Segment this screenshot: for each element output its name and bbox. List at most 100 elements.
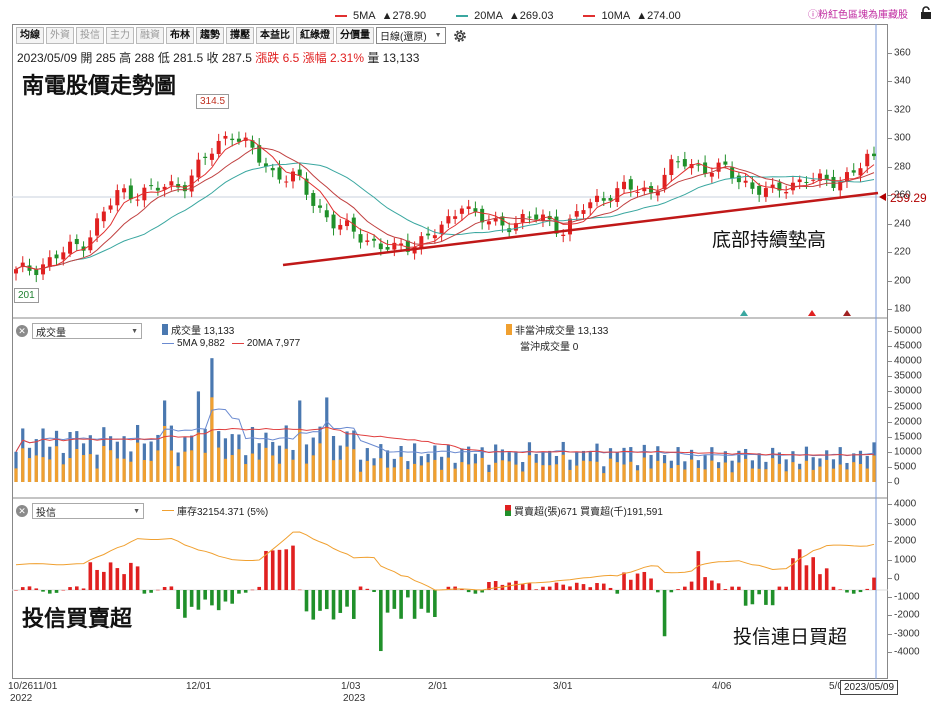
inst-tick-label: 4000 [894,498,917,510]
period-select-value: 日線(還原) [380,32,427,43]
volume-tick-label: 35000 [894,370,922,382]
cursor-date: 2023/05/09 [840,680,899,695]
indicator-button[interactable]: 分價量 [336,27,374,44]
indicator-button[interactable]: 布林 [166,27,194,44]
ohlc-info: 2023/05/09 開 285 高 288 低 281.5 收 287.5 漲… [17,49,419,66]
indicator-buttons: 均線 外資 投信 主力 融資 布林 趨勢 撐壓 本益比 紅綠燈 分價量 [16,27,374,44]
price-tick-label: 180 [894,303,911,315]
volume-ma20-text: 20MA 7,977 [246,338,301,349]
date-tick-label: 4/06 [712,681,732,692]
chart-frame [12,24,888,679]
chevron-down-icon: ▼ [434,32,442,39]
info-high: 高 288 [119,51,155,65]
volume-tick-label: 50000 [894,325,922,337]
inst-note: 投信連日買超 [733,627,848,648]
inst-chart-title: 投信買賣超 [22,606,133,631]
indicator-button[interactable]: 紅綠燈 [296,27,334,44]
price-tick [888,252,892,254]
price-tick [888,81,892,83]
volume-ma5-swatch [162,343,174,344]
price-tick-label: 260 [894,189,911,201]
indicator-button[interactable]: 本益比 [256,27,294,44]
price-axis: 360 340 320 300 280 260 240 220 200 180 [888,0,936,707]
date-tick-label: 12/01 [186,681,212,692]
volume-tick [888,436,892,438]
info-volume: 量 13,133 [367,51,420,65]
price-tick-label: 320 [894,104,911,116]
volume-legend: 成交量 13,133 [162,322,234,337]
lock-icon[interactable] [920,6,932,20]
indicator-button[interactable]: 主力 [106,27,134,44]
inst-tick-label: -4000 [894,646,920,658]
ma5-legend: 5MA ▲278.90 [335,10,426,22]
inst-tick-label: -3000 [894,628,920,639]
indicator-button[interactable]: 撐壓 [226,27,254,44]
info-pct: 漲幅 2.31% [302,51,364,65]
ma5-label: 5MA [353,10,376,22]
period-select[interactable]: 日線(還原) ▼ [376,27,446,44]
inst-tick-label: -1000 [894,591,920,602]
net-buy-legend: 買賣超(張)671 買賣超(千)191,591 [505,503,663,518]
treasury-stock-note[interactable]: ⓘ粉紅色區塊為庫藏股 [808,10,908,21]
volume-ma20-swatch [231,343,244,344]
price-tick-label: 300 [894,132,911,144]
volume-axis: 50000 45000 40000 35000 30000 25000 20000 15000… [888,0,936,707]
inst-tick [888,504,892,505]
price-tick-label: 220 [894,246,911,258]
ma20-label: 20MA [474,10,503,22]
price-tick [888,223,892,225]
indicator-toolbar: 均線 外資 投信 主力 融資 布林 趨勢 撐壓 本益比 紅綠燈 分價量 日線(還原) ▼ [16,27,468,44]
info-low: 低 281.5 [157,51,204,65]
price-tick [888,280,892,282]
volume-tick-label: 20000 [894,416,922,428]
volume-indicator-select[interactable]: 成交量 ▼ [32,323,142,339]
volume-tick-label: 25000 [894,401,922,412]
net-buy-swatch [505,505,511,516]
inst-axis: 4000 3000 2000 1000 0 -1000 -2000 -3000 -4000 [888,0,936,707]
gear-icon[interactable] [452,28,468,44]
inst-tick-label: 0 [894,572,900,584]
inst-tick-label: -2000 [894,609,920,621]
high-callout: 314.5 [196,94,230,109]
price-tick-label: 200 [894,275,911,287]
inst-tick [888,559,892,561]
indicator-button[interactable]: 外資 [46,27,74,44]
volume-tick [888,331,892,332]
volume-tick-label: 5000 [894,461,917,473]
volume-swatch [162,324,168,335]
indicator-button[interactable]: 均線 [16,27,44,44]
net-buy-text: 買賣超(張)671 買賣超(千)191,591 [514,507,663,518]
inst-tick-label: 2000 [894,535,917,547]
inst-tick-label: 1000 [894,554,917,565]
non-daytrade-text: 非當沖成交量 13,133 [515,326,609,337]
inst-tick [888,596,892,598]
indicator-button[interactable]: 趨勢 [196,27,224,44]
volume-tick [888,376,892,378]
chevron-down-icon: ▼ [133,507,140,515]
volume-tick-label: 45000 [894,340,922,352]
daytrade-text: 當沖成交量 0 [520,342,579,353]
inventory-legend: 庫存32154.371 (5%) [162,503,268,518]
volume-tick-label: 30000 [894,385,922,397]
volume-tick [888,421,892,423]
volume-legend-text: 成交量 13,133 [171,326,235,337]
price-tick [888,195,892,197]
indicator-button[interactable]: 投信 [76,27,104,44]
date-tick-label: 10/2611/01 [8,681,58,692]
inst-indicator-select[interactable]: 投信 ▼ [32,503,144,519]
info-open: 開 285 [80,51,116,65]
price-tick-label: 280 [894,161,911,173]
volume-tick [888,451,892,453]
ma5-value: ▲278.90 [381,10,427,22]
volume-tick-label: 15000 [894,431,922,443]
indicator-button[interactable]: 融資 [136,27,164,44]
close-icon[interactable]: ✕ [16,505,28,517]
price-tick [888,109,892,111]
ma10-value: ▲274.00 [636,10,681,22]
price-tick-label: 240 [894,218,911,230]
date-tick-label: 5/0 [829,681,843,692]
close-icon[interactable]: ✕ [16,325,28,337]
price-tick-label: 360 [894,47,911,59]
date-tick-label: 2/01 [428,681,448,692]
ma5-swatch [335,15,347,17]
